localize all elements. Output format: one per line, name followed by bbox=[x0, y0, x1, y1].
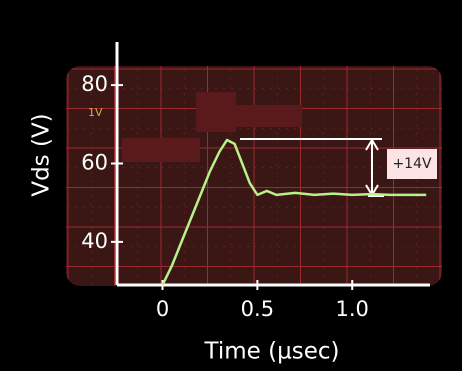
y-tick-label: 80 bbox=[81, 72, 108, 96]
x-axis-title: Time (µsec) bbox=[204, 339, 340, 365]
x-tick-label: 0 bbox=[156, 297, 169, 321]
y-tick-label: 40 bbox=[81, 229, 108, 253]
chart: 1V Vds (V) Time (µsec) +14V 40 60 80 0 0.5 1.… bbox=[0, 0, 462, 371]
y-tick-label: 60 bbox=[81, 151, 108, 175]
scope-label: 1V bbox=[88, 106, 103, 119]
redaction bbox=[196, 92, 236, 132]
scope-grid bbox=[66, 66, 442, 286]
y-axis-title: Vds (V) bbox=[29, 113, 55, 196]
annotation-text: +14V bbox=[392, 156, 432, 172]
x-tick-label: 0.5 bbox=[241, 297, 274, 321]
x-tick-label: 1.0 bbox=[336, 297, 369, 321]
redaction bbox=[236, 105, 302, 127]
redaction bbox=[122, 138, 200, 162]
